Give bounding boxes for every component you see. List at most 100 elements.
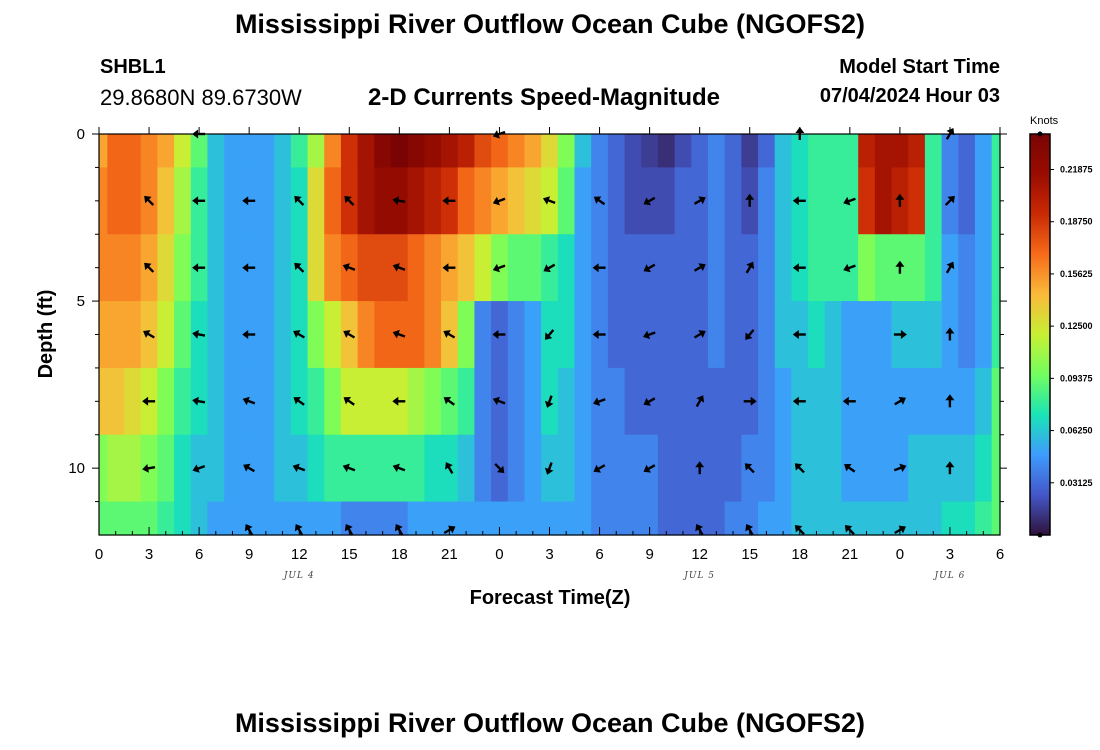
heatmap-cell — [657, 167, 676, 235]
current-arrow — [143, 330, 155, 339]
heatmap-cell — [708, 167, 726, 235]
heatmap-cell — [924, 501, 943, 536]
x-tick-label: 6 — [996, 546, 1004, 563]
current-arrow — [294, 523, 304, 536]
x-tick-label: 12 — [691, 546, 708, 563]
heatmap-cell — [240, 134, 259, 169]
heatmap-cell — [657, 301, 676, 369]
heatmap-cell — [207, 367, 225, 436]
current-arrow — [343, 397, 355, 406]
heatmap-cell — [641, 501, 659, 536]
x-tick-label: 3 — [145, 546, 153, 563]
current-arrow — [542, 196, 556, 205]
colorbar-unit: Knots — [1030, 115, 1059, 127]
heatmap-cell — [124, 367, 142, 436]
heatmap-cell — [974, 501, 993, 536]
current-arrow — [342, 463, 356, 473]
heatmap-cell — [574, 301, 592, 369]
current-arrow — [843, 196, 856, 206]
heatmap-cell — [374, 367, 392, 436]
heatmap-cell — [758, 234, 776, 302]
heatmap-cell — [958, 301, 976, 369]
heatmap-cell — [374, 301, 392, 369]
heatmap-cell — [674, 367, 692, 436]
heatmap-cell — [124, 501, 142, 536]
x-tick-label: 21 — [841, 546, 858, 563]
current-arrow — [792, 330, 806, 339]
heatmap-cell — [257, 501, 275, 536]
heatmap-cell — [591, 134, 609, 169]
heatmap-cell — [958, 134, 976, 169]
heatmap-cell — [457, 301, 476, 369]
current-arrow — [593, 397, 606, 406]
date-label: JUL 5 — [682, 571, 715, 581]
heatmap-cell — [424, 301, 442, 369]
heatmap-cell — [874, 434, 893, 503]
heatmap-cell — [474, 167, 492, 235]
heatmap-cell — [758, 134, 776, 169]
heatmap-cell — [524, 167, 542, 235]
heatmap-cell — [390, 134, 409, 169]
current-arrow — [392, 263, 406, 272]
current-arrow — [745, 261, 755, 274]
heatmap-cell — [924, 301, 943, 369]
heatmap-cell — [991, 367, 1001, 436]
heatmap-cell — [140, 501, 158, 536]
current-arrow — [342, 263, 356, 272]
heatmap-cell — [157, 367, 175, 436]
heatmap-cell — [507, 301, 526, 369]
page-title: Mississippi River Outflow Ocean Cube (NG… — [234, 9, 866, 39]
current-arrow — [745, 329, 755, 340]
heatmap-cell — [307, 134, 325, 169]
heatmap-cell — [557, 434, 576, 503]
heatmap-cell — [507, 367, 526, 436]
heatmap-cell — [107, 234, 125, 302]
heatmap-cell — [357, 167, 375, 235]
heatmap-cell — [224, 367, 242, 436]
heatmap-cell — [240, 501, 259, 536]
heatmap-cell — [474, 301, 492, 369]
heatmap-cell — [874, 301, 893, 369]
current-arrow — [492, 396, 506, 406]
heatmap-cell — [491, 501, 509, 536]
heatmap-cell — [958, 234, 976, 302]
heatmap-cell — [174, 167, 192, 235]
heatmap-cell — [107, 434, 125, 503]
heatmap-cell — [290, 134, 309, 169]
current-arrow — [492, 330, 506, 339]
heatmap-cell — [607, 134, 626, 169]
heatmap-cell — [324, 367, 342, 436]
heatmap-cell — [324, 434, 342, 503]
heatmap-cell — [424, 234, 442, 302]
heatmap-cell — [424, 501, 442, 536]
colorbar-label: 0.21875 — [1060, 165, 1093, 175]
heatmap-cell — [624, 234, 642, 302]
colorbar-label: 0.06250 — [1060, 426, 1093, 436]
heatmap-cell — [607, 367, 626, 436]
heatmap-cell — [991, 134, 1001, 169]
heatmap-cell — [340, 134, 359, 169]
heatmap-cell — [624, 501, 642, 536]
heatmap-cell — [207, 134, 225, 169]
heatmap-cell — [407, 434, 425, 503]
heatmap-cell — [657, 234, 676, 302]
current-arrow — [842, 396, 856, 406]
heatmap-cell — [874, 167, 893, 235]
heatmap-cell — [574, 234, 592, 302]
heatmap-cell — [457, 367, 476, 436]
heatmap-cell — [524, 234, 542, 302]
heatmap-cell — [708, 134, 726, 169]
heatmap-cell — [858, 167, 876, 235]
heatmap-cell — [808, 134, 826, 169]
heatmap-cell — [574, 167, 592, 235]
heatmap-cell — [207, 301, 225, 369]
heatmap-cell — [774, 167, 793, 235]
heatmap-cell — [557, 167, 576, 235]
current-arrow — [945, 261, 955, 274]
heatmap-cell — [908, 134, 926, 169]
current-arrow — [844, 463, 856, 473]
date-label: JUL 4 — [282, 571, 315, 581]
heatmap-cell — [441, 134, 459, 169]
current-arrow — [392, 329, 406, 339]
heatmap-cell — [424, 367, 442, 436]
